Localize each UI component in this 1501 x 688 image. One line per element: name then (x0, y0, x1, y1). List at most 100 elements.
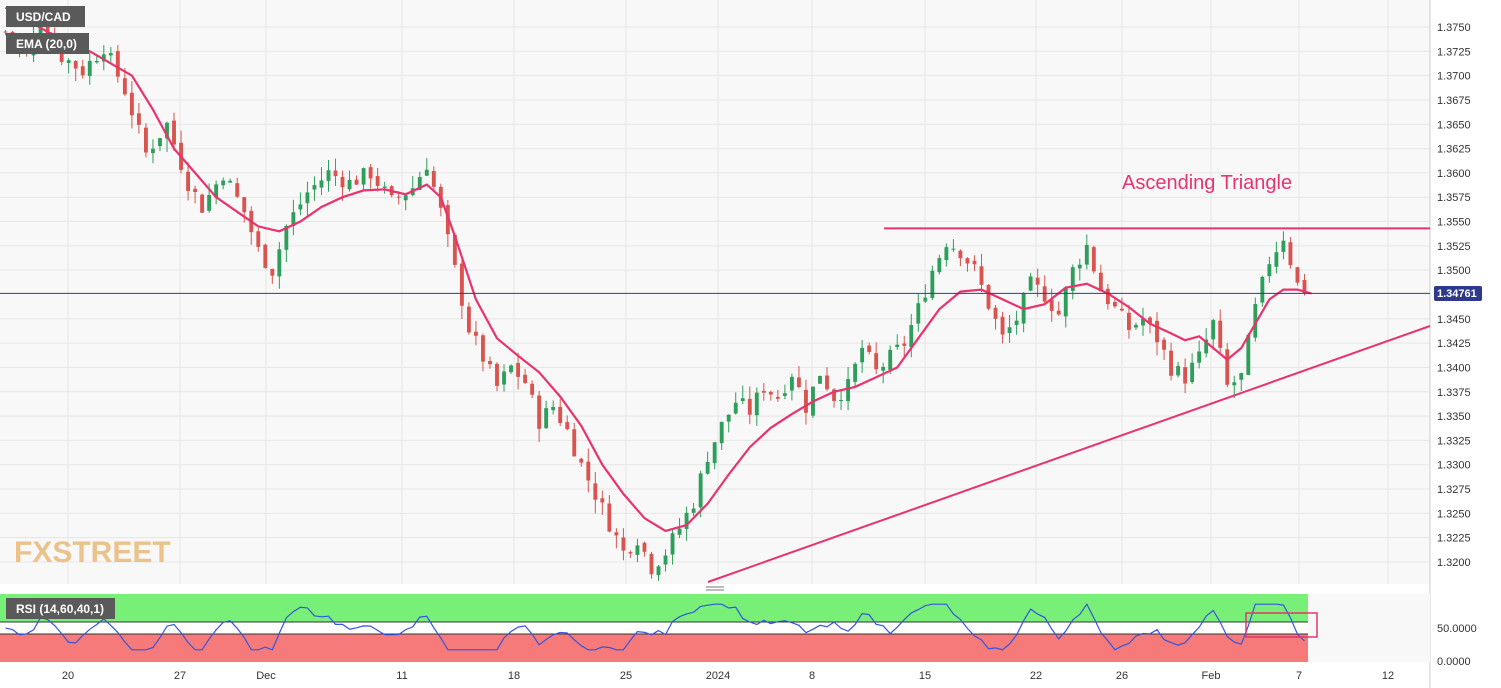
candle-body (1141, 318, 1145, 326)
rsi-tick-50: 50.0000 (1437, 623, 1477, 635)
price-tick-label: 1.3425 (1437, 338, 1471, 350)
price-tick-label: 1.3575 (1437, 192, 1471, 204)
candles-layer (3, 10, 1307, 581)
date-tick-label: 26 (1116, 670, 1128, 682)
candle-body (136, 113, 141, 125)
candle-body (1028, 276, 1033, 291)
candle-body (1148, 317, 1152, 324)
rsi-pane[interactable] (0, 594, 1430, 662)
candle-body (537, 395, 542, 429)
candle-body (221, 180, 226, 186)
candle-body (326, 170, 331, 182)
rsi-label[interactable]: RSI (14,60,40,1) (6, 598, 115, 619)
price-tick-label: 1.3450 (1437, 314, 1471, 326)
candle-body (642, 542, 647, 552)
date-tick-label: 2024 (706, 670, 730, 682)
candle-body (600, 498, 605, 503)
rsi-neutral-zone (0, 622, 1308, 634)
candle-body (66, 60, 71, 63)
candle-body (502, 371, 506, 385)
candle-body (333, 170, 338, 177)
candle-body (87, 60, 92, 76)
candle-body (474, 331, 478, 336)
ema-line (4, 6, 1312, 533)
candle-body (1098, 272, 1103, 292)
price-tick-label: 1.3250 (1437, 508, 1471, 520)
candle-body (804, 389, 808, 413)
candle-body (593, 483, 598, 500)
candle-body (115, 51, 120, 77)
candle-body (158, 138, 162, 147)
ema-text: EMA (20,0) (16, 37, 77, 51)
price-tick-label: 1.3225 (1437, 533, 1471, 545)
pane-resize-handle[interactable] (706, 586, 724, 591)
candle-body (614, 532, 619, 536)
price-tick-label: 1.3700 (1437, 71, 1471, 83)
candle-body (1302, 279, 1307, 294)
candle-body (635, 545, 640, 555)
candle-body (867, 345, 872, 352)
candle-body (951, 248, 956, 250)
last-price-label: 1.34761 (1437, 288, 1477, 300)
candle-body (916, 303, 921, 324)
candle-body (151, 148, 155, 154)
candle-body (930, 270, 935, 298)
candle-body (73, 61, 78, 69)
date-tick-label: Feb (1202, 670, 1221, 682)
pattern-annotation: Ascending Triangle (1122, 172, 1292, 194)
candle-body (312, 185, 317, 190)
candle-body (305, 192, 310, 204)
candle-body (1211, 320, 1216, 340)
candle-body (256, 231, 261, 247)
candle-body (242, 197, 247, 213)
candle-body (937, 258, 942, 273)
candle-body (733, 402, 738, 414)
candle-body (1035, 277, 1040, 285)
candle-body (719, 421, 724, 444)
rsi-text: RSI (14,60,40,1) (16, 602, 104, 616)
rsi-highlight-box (1245, 612, 1318, 638)
price-axis: 1.3750 1.3725 1.3700 1.3675 1.3650 1.3625 1.36… (1437, 22, 1471, 569)
date-tick-label: 8 (809, 670, 815, 682)
candle-body (1232, 382, 1237, 386)
candle-body (888, 349, 893, 370)
candle-body (698, 473, 703, 508)
price-tick-label: 1.3625 (1437, 144, 1471, 156)
price-tick-label: 1.3675 (1437, 95, 1471, 107)
candle-body (270, 269, 275, 276)
candle-body (1112, 301, 1117, 307)
candle-body (382, 186, 387, 188)
price-tick-label: 1.3400 (1437, 362, 1471, 374)
symbol-label[interactable]: USD/CAD (6, 6, 85, 27)
candle-body (923, 297, 928, 302)
candle-body (101, 54, 106, 62)
rsi-line (5, 603, 1305, 651)
candle-body (172, 120, 176, 145)
candle-body (874, 353, 879, 370)
price-tick-label: 1.3300 (1437, 460, 1471, 472)
candle-body (481, 335, 485, 362)
candle-body (530, 383, 535, 395)
candle-body (895, 344, 900, 348)
candle-body (1127, 312, 1131, 330)
main-plot-area[interactable] (0, 0, 1430, 584)
candle-body (284, 225, 289, 250)
candle-body (544, 408, 549, 429)
candle-body (347, 179, 352, 190)
ema-label[interactable]: EMA (20,0) (6, 33, 89, 54)
candle-body (628, 552, 633, 554)
price-tick-label: 1.3550 (1437, 217, 1471, 229)
candle-body (691, 508, 696, 513)
candle-body (860, 347, 865, 363)
candle-body (38, 22, 43, 37)
candle-body (466, 306, 471, 333)
candle-body (712, 442, 717, 464)
candle-body (263, 244, 268, 268)
candle-body (459, 263, 464, 306)
date-tick-label: 7 (1296, 670, 1302, 682)
candle-body (368, 167, 373, 179)
candle-body (1084, 244, 1089, 265)
price-tick-label: 1.3525 (1437, 241, 1471, 253)
candle-body (1239, 373, 1244, 380)
candle-body (1042, 286, 1047, 302)
